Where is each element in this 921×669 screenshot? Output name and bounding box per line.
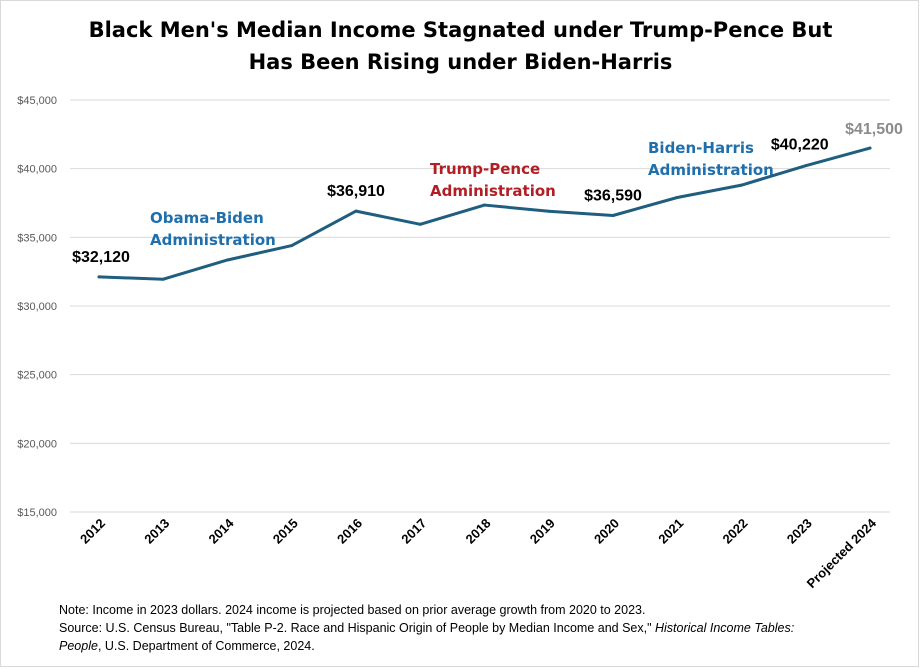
y-tick-label: $30,000 bbox=[17, 301, 57, 313]
x-tick-label: 2013 bbox=[141, 516, 172, 547]
note-line: Note: Income in 2023 dollars. 2024 incom… bbox=[59, 603, 646, 617]
y-tick-label: $20,000 bbox=[17, 438, 57, 450]
source-suffix: , U.S. Department of Commerce, 2024. bbox=[97, 639, 315, 653]
administration-annotation-line-1: Biden-Harris bbox=[648, 139, 754, 157]
x-tick-label: Projected 2024 bbox=[804, 515, 880, 591]
x-tick-label: 2012 bbox=[77, 516, 108, 547]
data-label: $36,910 bbox=[327, 183, 385, 200]
source-line: Source: U.S. Census Bureau, "Table P-2. … bbox=[59, 619, 899, 637]
source-italic-1: Historical Income Tables: bbox=[655, 621, 795, 635]
data-label: $32,120 bbox=[72, 249, 130, 266]
x-tick-label: 2015 bbox=[270, 516, 301, 547]
data-point bbox=[483, 203, 486, 207]
data-point bbox=[804, 164, 808, 168]
data-point bbox=[740, 183, 743, 187]
data-point bbox=[675, 196, 679, 200]
administration-annotation-line-1: Obama-Biden bbox=[150, 209, 264, 227]
source-prefix: Source: U.S. Census Bureau, "Table P-2. … bbox=[59, 621, 655, 635]
data-point bbox=[611, 213, 615, 217]
x-tick-label: 2017 bbox=[398, 516, 429, 547]
source-italic-2: People bbox=[59, 639, 98, 653]
x-tick-label: 2016 bbox=[334, 516, 365, 547]
administration-annotation-line-1: Trump-Pence bbox=[430, 160, 540, 178]
data-point bbox=[97, 275, 101, 279]
x-tick-label: 2014 bbox=[206, 515, 238, 547]
source-line-2: People, U.S. Department of Commerce, 202… bbox=[59, 637, 899, 655]
x-tick-label: 2023 bbox=[784, 516, 815, 547]
chart-title-line-2: Has Been Rising under Biden-Harris bbox=[248, 50, 673, 74]
y-tick-label: $15,000 bbox=[17, 507, 57, 519]
y-tick-label: $40,000 bbox=[17, 164, 57, 176]
data-label: $40,220 bbox=[771, 137, 829, 154]
y-tick-label: $35,000 bbox=[17, 232, 57, 244]
y-tick-label: $25,000 bbox=[17, 370, 57, 382]
data-label: $36,590 bbox=[584, 187, 642, 204]
data-point bbox=[226, 258, 229, 262]
data-point bbox=[418, 222, 422, 226]
chart-title-line-1: Black Men's Median Income Stagnated unde… bbox=[88, 18, 833, 42]
x-tick-label: 2021 bbox=[655, 516, 686, 547]
administration-annotation-line-2: Administration bbox=[150, 231, 276, 249]
data-point bbox=[290, 244, 294, 248]
administration-annotation-line-2: Administration bbox=[648, 161, 774, 179]
data-point bbox=[547, 209, 551, 213]
chart-note: Note: Income in 2023 dollars. 2024 incom… bbox=[59, 601, 899, 655]
data-point bbox=[868, 146, 872, 150]
x-tick-label: 2020 bbox=[591, 516, 622, 547]
data-label: $41,500 bbox=[845, 121, 903, 138]
x-tick-label: 2022 bbox=[720, 516, 751, 547]
chart-title: Black Men's Median Income Stagnated unde… bbox=[0, 14, 921, 78]
x-tick-label: 2018 bbox=[463, 516, 494, 547]
administration-annotation-line-2: Administration bbox=[430, 182, 556, 200]
data-point bbox=[354, 209, 358, 213]
y-tick-label: $45,000 bbox=[17, 95, 57, 107]
data-point bbox=[161, 277, 165, 281]
x-tick-label: 2019 bbox=[527, 516, 558, 547]
